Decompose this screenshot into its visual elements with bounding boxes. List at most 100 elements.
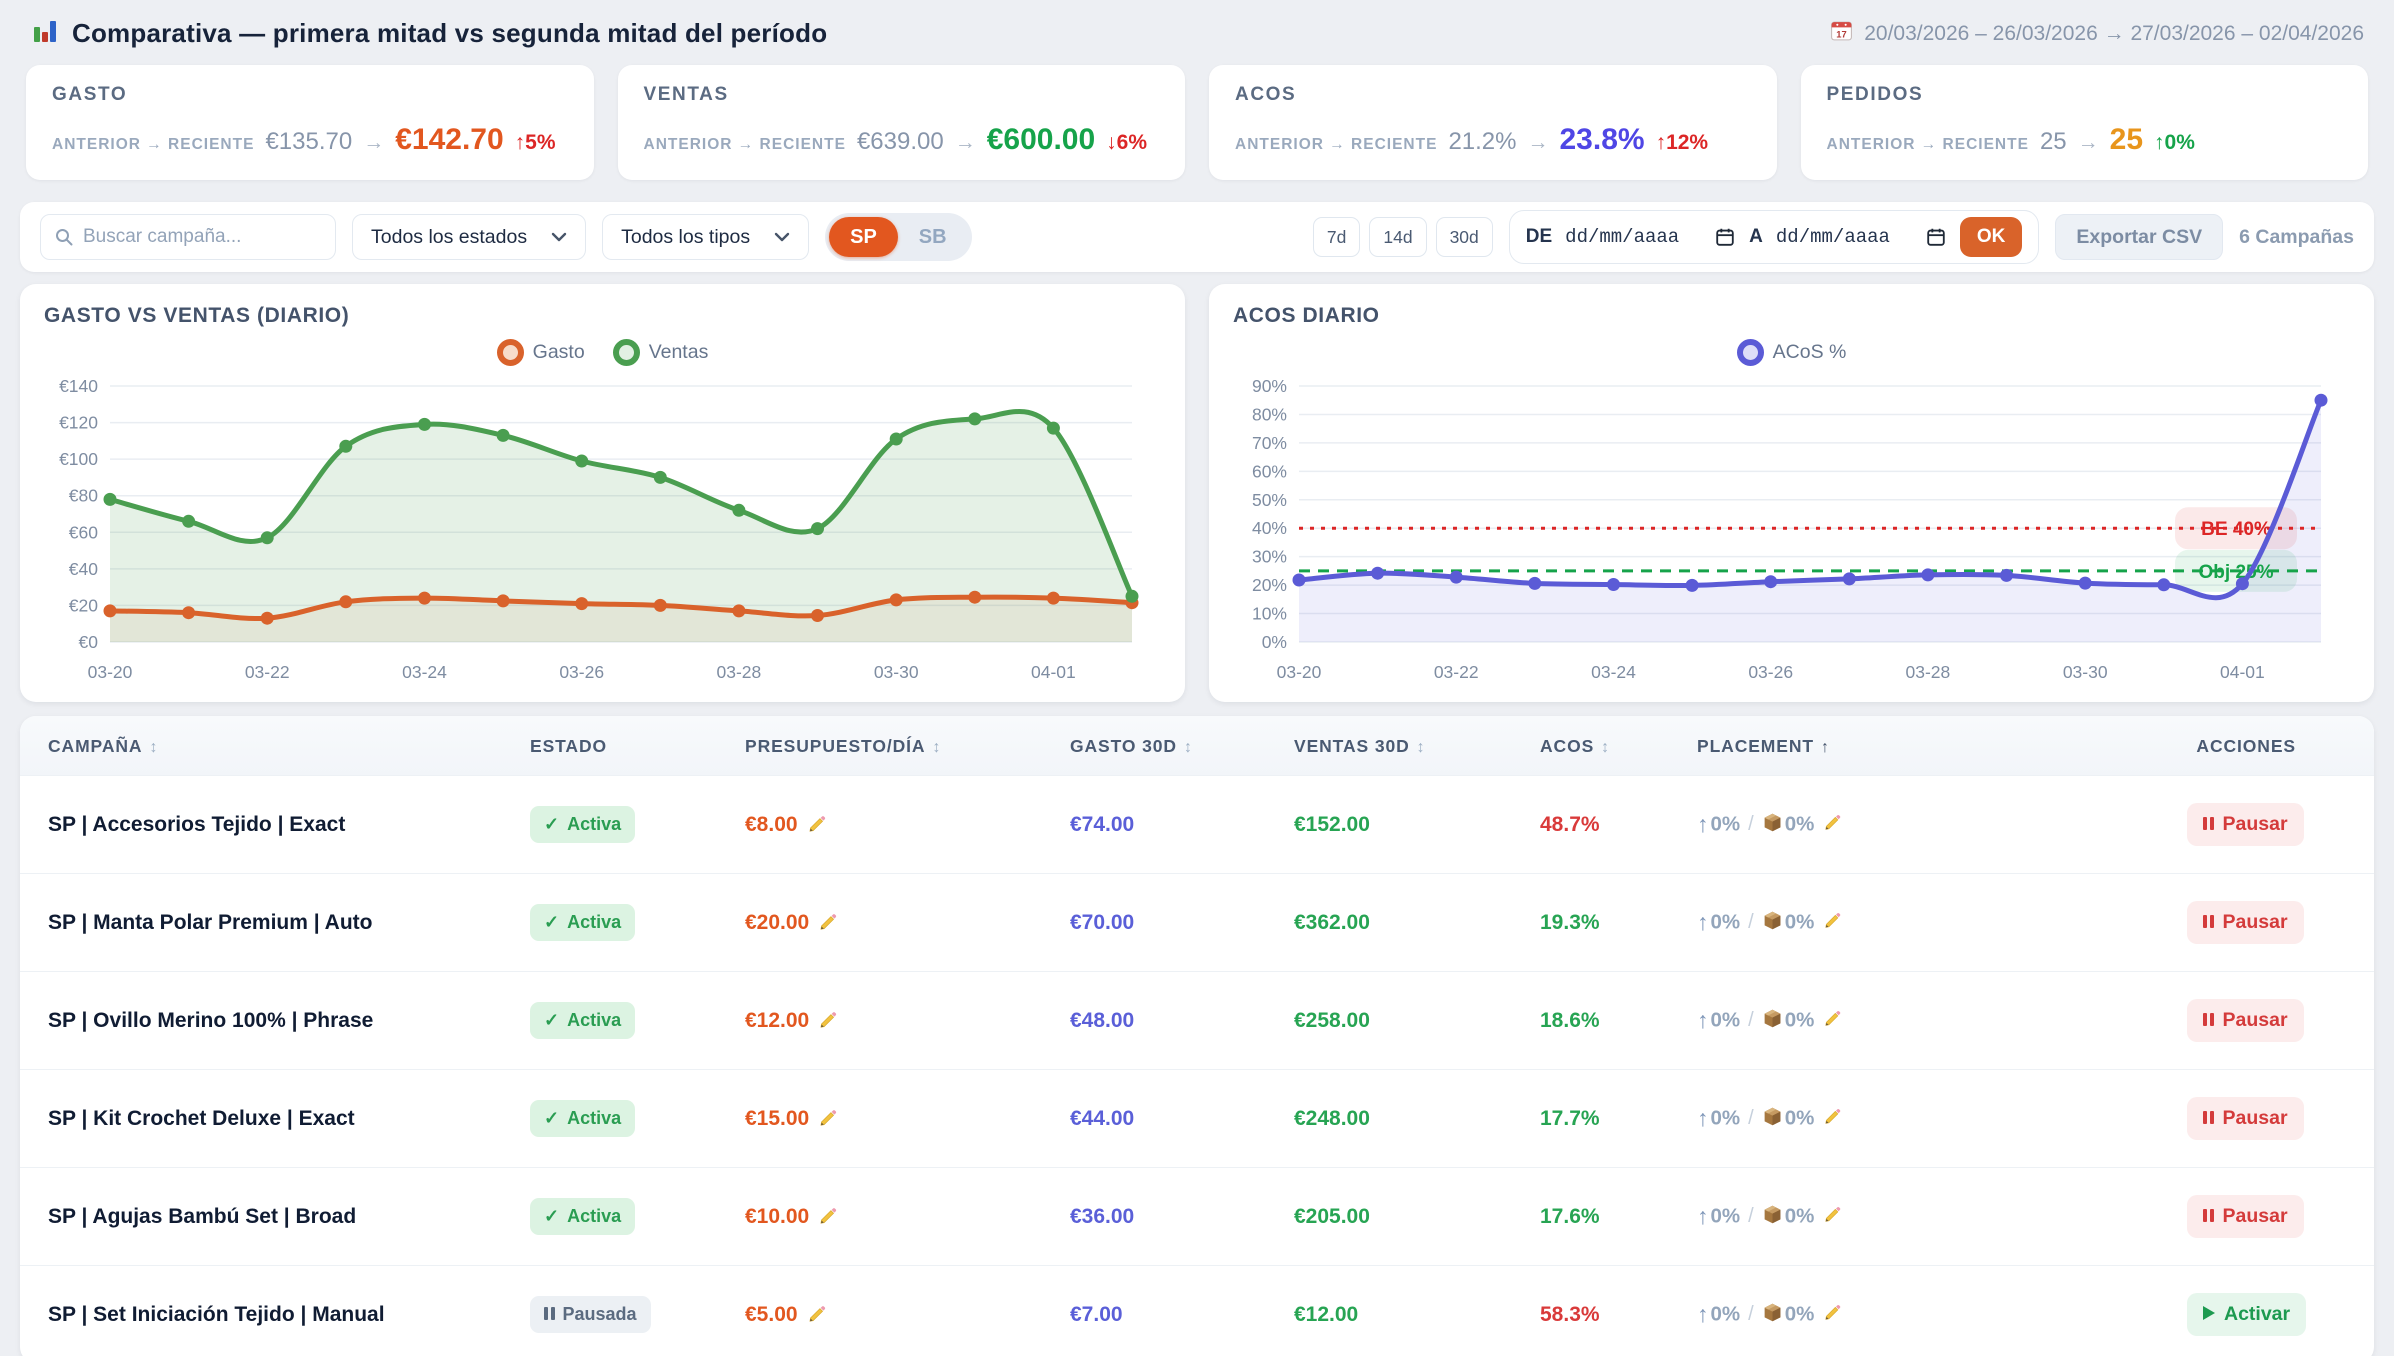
pencil-icon[interactable]	[1823, 1302, 1843, 1325]
col-header-campana[interactable]: CAMPAÑA↕	[20, 716, 530, 776]
search-input[interactable]	[40, 214, 336, 260]
pencil-icon[interactable]	[807, 813, 828, 837]
svg-text:80%: 80%	[1252, 404, 1287, 424]
pencil-icon[interactable]	[1823, 1106, 1843, 1129]
action-button[interactable]: Pausar	[2187, 803, 2304, 846]
legend-item-acos[interactable]: ACoS %	[1737, 339, 1847, 366]
placement-top-value: 0%	[1711, 911, 1741, 934]
gasto30d-cell: €70.00	[1070, 874, 1294, 972]
svg-text:10%: 10%	[1252, 604, 1287, 624]
product-box-icon	[1762, 1302, 1783, 1328]
kpi-current-value: €600.00	[987, 123, 1095, 157]
kpi-card-gasto: GASTO ANTERIOR → RECIENTE €135.70 → €142…	[26, 65, 594, 180]
toggle-sp[interactable]: SP	[829, 217, 898, 257]
placement-product-value: 0%	[1785, 813, 1815, 836]
placement-separator: /	[1748, 911, 1754, 933]
kpi-delta: ↓6%	[1106, 131, 1147, 155]
budget-value: €8.00	[745, 813, 798, 836]
ok-button[interactable]: OK	[1960, 217, 2023, 257]
range-14d-button[interactable]: 14d	[1369, 217, 1426, 257]
date-range-text: 20/03/2026 – 26/03/2026 → 27/03/2026 – 0…	[1864, 22, 2364, 46]
range-7d-button[interactable]: 7d	[1313, 217, 1360, 257]
action-button[interactable]: Pausar	[2187, 1195, 2304, 1238]
table-row: SP | Manta Polar Premium | Auto ✓ Activa…	[20, 874, 2374, 972]
action-button[interactable]: Pausar	[2187, 901, 2304, 944]
pencil-icon[interactable]	[818, 1009, 839, 1033]
estado-select[interactable]: Todos los estados	[352, 214, 586, 260]
estado-cell: ✓ Activa	[530, 874, 745, 972]
action-button[interactable]: Pausar	[2187, 999, 2304, 1042]
col-header-presupuesto[interactable]: PRESUPUESTO/DÍA↕	[745, 716, 1070, 776]
budget-value: €10.00	[745, 1205, 809, 1228]
pencil-icon[interactable]	[1823, 812, 1843, 835]
presupuesto-cell: €8.00	[745, 776, 1070, 874]
page-header: Comparativa — primera mitad vs segunda m…	[0, 0, 2394, 65]
tipo-select[interactable]: Todos los tipos	[602, 214, 809, 260]
date-from-input[interactable]	[1565, 226, 1701, 248]
kpi-label: PEDIDOS	[1827, 84, 2343, 106]
sort-icon[interactable]: ↕	[1601, 739, 1610, 756]
sort-icon[interactable]: ↕	[1184, 739, 1193, 756]
pencil-icon[interactable]	[1823, 910, 1843, 933]
placement-cell: ↑0%/0%	[1697, 874, 2187, 972]
svg-text:03-30: 03-30	[874, 662, 919, 682]
pencil-icon[interactable]	[818, 911, 839, 935]
check-icon: ✓	[544, 912, 559, 933]
range-30d-button[interactable]: 30d	[1436, 217, 1493, 257]
calendar-icon[interactable]	[1714, 226, 1736, 248]
pause-icon	[2203, 1107, 2214, 1130]
legend-label: Gasto	[533, 341, 585, 364]
col-header-gasto30d[interactable]: GASTO 30D↕	[1070, 716, 1294, 776]
arrow-right-icon: →	[363, 131, 384, 155]
pencil-icon[interactable]	[818, 1107, 839, 1131]
col-header-placement[interactable]: PLACEMENT↑	[1697, 716, 2187, 776]
placement-cell: ↑0%/0%	[1697, 1266, 2187, 1356]
ventas30d-cell: €362.00	[1294, 874, 1540, 972]
placement-top-value: 0%	[1711, 1205, 1741, 1228]
placement-top-arrow-icon: ↑	[1697, 1105, 1709, 1131]
date-from-label: DE	[1526, 226, 1552, 248]
col-header-acos[interactable]: ACOS↕	[1540, 716, 1697, 776]
col-header-ventas30d[interactable]: VENTAS 30D↕	[1294, 716, 1540, 776]
ventas30d-cell: €205.00	[1294, 1168, 1540, 1266]
tipo-select-value: Todos los tipos	[621, 226, 750, 249]
pencil-icon[interactable]	[818, 1205, 839, 1229]
pencil-icon[interactable]	[1823, 1008, 1843, 1031]
pencil-icon[interactable]	[807, 1303, 828, 1327]
arrow-right-icon: →	[955, 131, 976, 155]
check-icon: ✓	[544, 814, 559, 835]
svg-text:€60: €60	[69, 522, 98, 542]
gasto30d-cell: €36.00	[1070, 1168, 1294, 1266]
action-button[interactable]: Activar	[2187, 1293, 2306, 1336]
bar-chart-icon	[30, 16, 60, 51]
action-button[interactable]: Pausar	[2187, 1097, 2304, 1140]
pencil-icon[interactable]	[1823, 1204, 1843, 1227]
kpi-compare-label: ANTERIOR → RECIENTE	[644, 136, 846, 154]
product-box-icon	[1762, 910, 1783, 936]
campaign-name-cell: SP | Ovillo Merino 100% | Phrase	[20, 972, 530, 1070]
budget-value: €5.00	[745, 1303, 798, 1326]
kpi-delta: ↑5%	[515, 131, 556, 155]
svg-text:03-24: 03-24	[402, 662, 447, 682]
placement-product-value: 0%	[1785, 911, 1815, 934]
calendar-icon[interactable]	[1925, 226, 1947, 248]
table-row: SP | Agujas Bambú Set | Broad ✓ Activa €…	[20, 1168, 2374, 1266]
sort-icon[interactable]: ↕	[932, 739, 941, 756]
acos-chart: 0%10%20%30%40%50%60%70%80%90%03-2003-220…	[1233, 374, 2347, 688]
sort-icon[interactable]: ↕	[1417, 739, 1426, 756]
date-to-input[interactable]	[1776, 226, 1912, 248]
placement-separator: /	[1748, 1107, 1754, 1129]
toggle-sb[interactable]: SB	[898, 217, 968, 257]
legend-item-ventas[interactable]: Ventas	[613, 339, 709, 366]
campaign-name-cell: SP | Set Iniciación Tejido | Manual	[20, 1266, 530, 1356]
presupuesto-cell: €20.00	[745, 874, 1070, 972]
sort-icon[interactable]: ↕	[149, 739, 158, 756]
product-box-icon	[1762, 1008, 1783, 1034]
legend-item-gasto[interactable]: Gasto	[497, 339, 585, 366]
export-csv-button[interactable]: Exportar CSV	[2055, 214, 2223, 260]
acciones-cell: Activar	[2187, 1266, 2374, 1356]
table-header-row: CAMPAÑA↕ ESTADO PRESUPUESTO/DÍA↕ GASTO 3…	[20, 716, 2374, 776]
kpi-current-value: 23.8%	[1560, 123, 1645, 157]
sort-asc-icon[interactable]: ↑	[1821, 739, 1830, 756]
placement-separator: /	[1748, 813, 1754, 835]
